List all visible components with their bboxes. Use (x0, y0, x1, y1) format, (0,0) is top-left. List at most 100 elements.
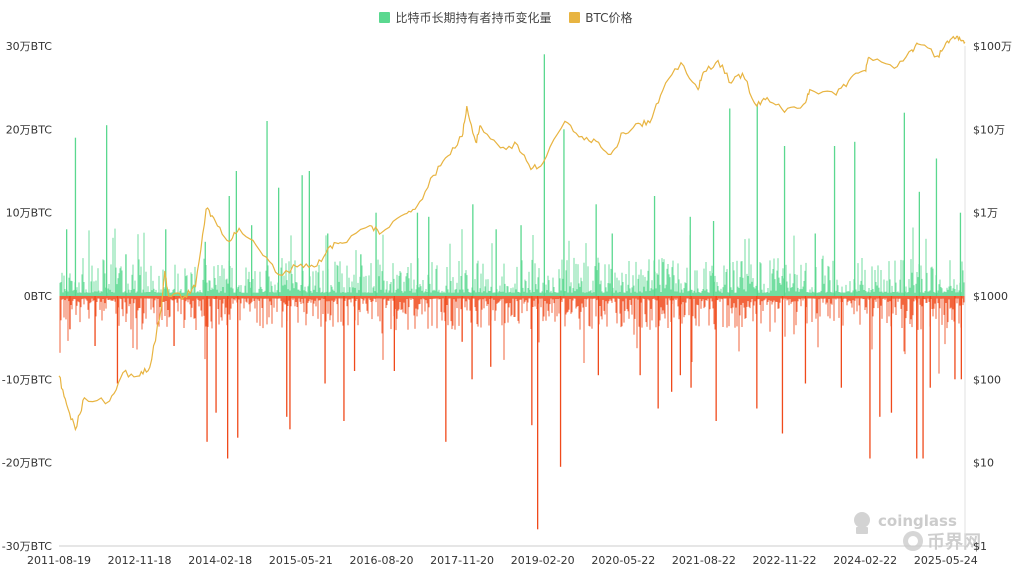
lth-bar-bg (157, 296, 159, 299)
lth-bar[interactable] (960, 296, 962, 380)
lth-bar[interactable] (324, 296, 326, 384)
lth-bar-bg (293, 296, 295, 299)
lth-bar[interactable] (563, 129, 565, 296)
lth-bar[interactable] (922, 296, 924, 459)
lth-bar[interactable] (840, 296, 842, 388)
lth-bar[interactable] (954, 296, 956, 380)
lth-bar[interactable] (471, 296, 473, 380)
lth-bar[interactable] (657, 296, 659, 409)
lth-bar[interactable] (461, 296, 463, 342)
lth-bar[interactable] (289, 296, 291, 430)
lth-bar[interactable] (308, 171, 310, 296)
lth-bar-bg (468, 296, 470, 300)
lth-bar[interactable] (833, 146, 836, 296)
lth-bar-bg (359, 296, 361, 313)
lth-bar[interactable] (173, 296, 175, 346)
lth-bar[interactable] (679, 296, 681, 376)
lth-bar[interactable] (343, 296, 345, 421)
lth-bar-bg (933, 291, 935, 296)
lth-bar[interactable] (94, 296, 96, 346)
legend-item-price[interactable]: BTC价格 (569, 9, 633, 26)
lth-bar[interactable] (472, 204, 474, 296)
lth-bar[interactable] (286, 296, 288, 417)
lth-bar[interactable] (781, 296, 784, 434)
lth-bar[interactable] (278, 187, 280, 296)
lth-bar[interactable] (804, 296, 807, 384)
lth-bar[interactable] (206, 296, 208, 442)
lth-bar-bg (185, 276, 187, 296)
legend-item-lth[interactable]: 比特币长期持有者持币变化量 (379, 9, 551, 26)
lth-bar[interactable] (639, 296, 641, 376)
lth-bar[interactable] (729, 108, 731, 297)
lth-bar-bg (473, 296, 475, 299)
lth-bar-bg (590, 290, 592, 296)
lth-bar[interactable] (869, 296, 871, 459)
lth-bar-bg (803, 296, 805, 299)
lth-bar[interactable] (227, 296, 229, 459)
lth-bar[interactable] (611, 233, 613, 297)
lth-bar-bg (792, 296, 794, 302)
lth-bar[interactable] (490, 296, 492, 367)
lth-bar[interactable] (537, 296, 539, 530)
lth-bar-bg (460, 296, 462, 310)
lth-bar[interactable] (916, 296, 918, 459)
lth-bar[interactable] (690, 296, 692, 388)
lth-bar[interactable] (671, 296, 673, 392)
lth-bar[interactable] (918, 191, 920, 296)
lth-bar[interactable] (495, 229, 497, 296)
lth-bar-bg (139, 275, 141, 296)
lth-bar[interactable] (543, 54, 545, 296)
lth-bar[interactable] (116, 296, 119, 384)
lth-bar[interactable] (428, 216, 430, 296)
lth-bar-bg (449, 243, 451, 296)
btc-price-line[interactable] (58, 35, 966, 432)
lth-bar-bg (568, 240, 570, 296)
lth-bar[interactable] (251, 225, 253, 296)
lth-bar[interactable] (890, 296, 893, 413)
lth-bar-bg (279, 292, 281, 296)
lth-bar[interactable] (715, 296, 717, 421)
lth-bar[interactable] (854, 141, 856, 296)
lth-bar[interactable] (903, 112, 905, 296)
lth-bar[interactable] (959, 212, 962, 296)
lth-bar[interactable] (327, 233, 329, 297)
lth-bar[interactable] (375, 212, 377, 296)
lth-bar[interactable] (935, 158, 938, 297)
lth-bar[interactable] (228, 196, 230, 296)
lth-bar[interactable] (416, 212, 419, 296)
lth-bar[interactable] (653, 196, 656, 296)
lth-bar-bg (760, 296, 762, 324)
lth-bar[interactable] (445, 296, 447, 442)
lth-bar[interactable] (125, 254, 127, 296)
lth-bar[interactable] (393, 296, 395, 371)
lth-bar[interactable] (689, 216, 691, 296)
lth-bar[interactable] (106, 125, 108, 296)
lth-bar[interactable] (712, 221, 715, 296)
lth-bar[interactable] (353, 296, 356, 371)
lth-bar[interactable] (301, 175, 303, 296)
lth-bar[interactable] (756, 296, 758, 409)
lth-bar-bg (245, 267, 247, 296)
lth-bar[interactable] (929, 296, 931, 388)
lth-bar[interactable] (237, 296, 239, 438)
lth-bar[interactable] (66, 229, 68, 296)
lth-bar[interactable] (204, 241, 206, 296)
lth-bar[interactable] (879, 296, 881, 417)
lth-bar-bg (569, 296, 571, 300)
lth-bar[interactable] (531, 296, 533, 426)
lth-bar[interactable] (266, 121, 268, 296)
y-right-tick-label: $1000 (973, 290, 1008, 303)
lth-bar[interactable] (597, 296, 599, 376)
lth-bar[interactable] (74, 137, 77, 296)
lth-bar[interactable] (520, 225, 522, 296)
lth-bar[interactable] (360, 254, 362, 296)
lth-bar-bg (222, 296, 224, 304)
lth-bar[interactable] (814, 233, 816, 297)
lth-bar[interactable] (756, 104, 758, 296)
lth-bar[interactable] (215, 296, 217, 413)
lth-bar[interactable] (69, 296, 71, 330)
lth-bar[interactable] (783, 146, 786, 296)
lth-bar[interactable] (595, 204, 597, 296)
lth-bar[interactable] (165, 229, 167, 296)
lth-bar[interactable] (559, 296, 562, 467)
